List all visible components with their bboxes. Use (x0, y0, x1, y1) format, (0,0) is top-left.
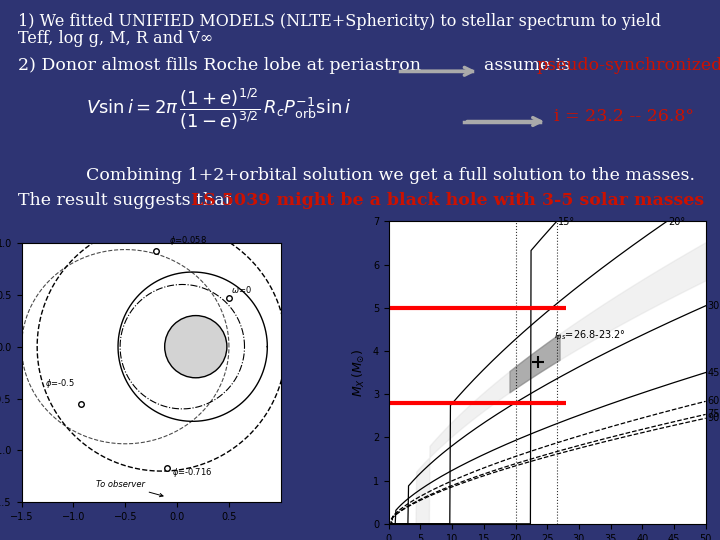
Text: $\phi$=-0.5: $\phi$=-0.5 (45, 377, 76, 390)
Text: 75°: 75° (708, 409, 720, 420)
Text: $\phi$=0.058: $\phi$=0.058 (168, 234, 207, 247)
Text: 15°: 15° (558, 217, 575, 227)
Text: 20°: 20° (668, 217, 685, 227)
Text: LS 5039 might be a black hole with 3-5 solar masses: LS 5039 might be a black hole with 3-5 s… (191, 192, 704, 208)
Text: 2) Donor almost fills Roche lobe at periastron: 2) Donor almost fills Roche lobe at peri… (18, 57, 421, 73)
Text: $\phi$=-0.716: $\phi$=-0.716 (172, 467, 212, 480)
Text: 30°: 30° (708, 301, 720, 311)
Text: $V\sin i = 2\pi\,\dfrac{(1+e)^{1/2}}{(1-e)^{3/2}}\,R_c P_{\rm orb}^{-1}\sin i$: $V\sin i = 2\pi\,\dfrac{(1+e)^{1/2}}{(1-… (86, 86, 352, 132)
Text: 1) We fitted UNIFIED MODELS (NLTE+Sphericity) to stellar spectrum to yield: 1) We fitted UNIFIED MODELS (NLTE+Spheri… (18, 14, 661, 30)
Text: Combining 1+2+orbital solution we get a full solution to the masses.: Combining 1+2+orbital solution we get a … (86, 167, 696, 184)
Text: Teff, log g, M, R and V∞: Teff, log g, M, R and V∞ (18, 30, 213, 46)
Text: 90°: 90° (708, 413, 720, 423)
Text: i = 23.2 -- 26.8°: i = 23.2 -- 26.8° (554, 108, 694, 125)
Text: To observer: To observer (96, 480, 163, 497)
Text: The result suggests that: The result suggests that (18, 192, 243, 208)
Text: assume is: assume is (484, 57, 575, 73)
Y-axis label: $M_X\,(M_{\odot})$: $M_X\,(M_{\odot})$ (351, 348, 367, 397)
Text: 60°: 60° (708, 396, 720, 406)
Text: $i_{ps}$=26.8-23.2°: $i_{ps}$=26.8-23.2° (554, 328, 625, 343)
Text: pseudo-synchronized: pseudo-synchronized (536, 57, 720, 73)
Text: 45°: 45° (708, 368, 720, 377)
Text: $\omega$=0: $\omega$=0 (231, 284, 252, 295)
Ellipse shape (165, 315, 227, 378)
